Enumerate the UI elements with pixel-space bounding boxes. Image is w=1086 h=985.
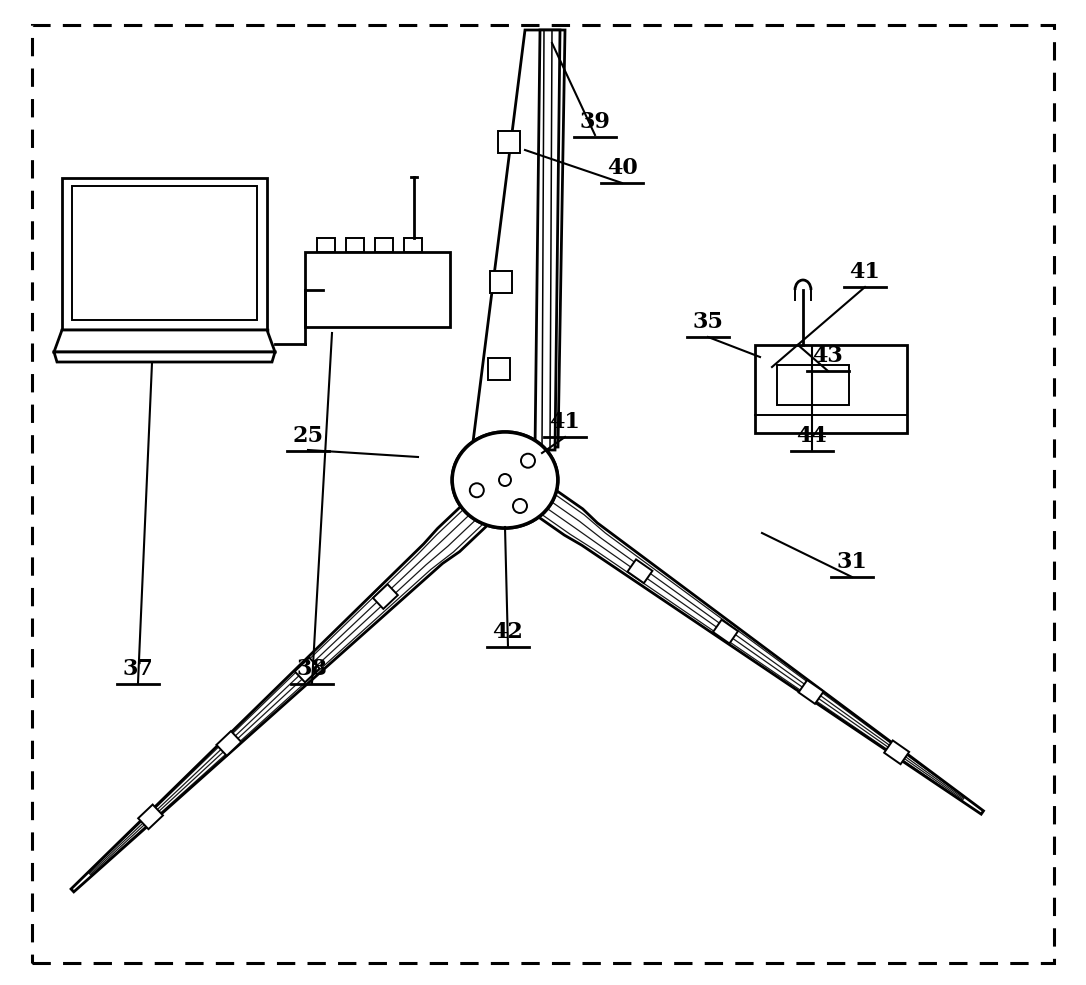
Text: 38: 38 <box>296 658 328 680</box>
Bar <box>305 252 450 327</box>
Bar <box>62 178 267 330</box>
Circle shape <box>470 484 483 497</box>
Circle shape <box>498 474 512 486</box>
Text: 42: 42 <box>493 621 523 643</box>
Bar <box>346 238 364 252</box>
Text: 44: 44 <box>797 425 828 447</box>
Text: 43: 43 <box>812 345 844 367</box>
Bar <box>488 358 510 380</box>
Polygon shape <box>472 30 565 450</box>
Bar <box>72 186 257 320</box>
Circle shape <box>513 499 527 513</box>
Text: 41: 41 <box>550 411 580 433</box>
Polygon shape <box>884 741 909 764</box>
Polygon shape <box>54 330 275 352</box>
Bar <box>755 345 907 433</box>
Text: 25: 25 <box>292 425 324 447</box>
Ellipse shape <box>452 432 558 528</box>
Circle shape <box>470 484 483 497</box>
Text: 37: 37 <box>123 658 153 680</box>
Polygon shape <box>714 620 738 643</box>
Polygon shape <box>54 352 275 362</box>
Bar <box>375 238 393 252</box>
Polygon shape <box>498 463 984 815</box>
Circle shape <box>513 499 527 513</box>
Polygon shape <box>372 584 397 609</box>
Bar <box>776 365 849 405</box>
Polygon shape <box>535 30 560 450</box>
Text: 39: 39 <box>580 111 610 133</box>
Text: 31: 31 <box>836 551 868 573</box>
Polygon shape <box>798 680 823 704</box>
Bar <box>498 131 520 153</box>
Polygon shape <box>138 805 163 829</box>
Circle shape <box>521 454 535 468</box>
Circle shape <box>521 454 535 468</box>
Polygon shape <box>216 731 241 755</box>
Circle shape <box>498 474 512 486</box>
Polygon shape <box>294 658 319 683</box>
Bar <box>490 271 512 293</box>
Ellipse shape <box>452 432 558 528</box>
Text: 40: 40 <box>607 157 637 179</box>
Polygon shape <box>71 472 519 891</box>
Polygon shape <box>628 559 653 583</box>
Text: 35: 35 <box>693 311 723 333</box>
Text: 41: 41 <box>849 261 881 283</box>
Bar <box>404 238 422 252</box>
Bar <box>317 238 334 252</box>
